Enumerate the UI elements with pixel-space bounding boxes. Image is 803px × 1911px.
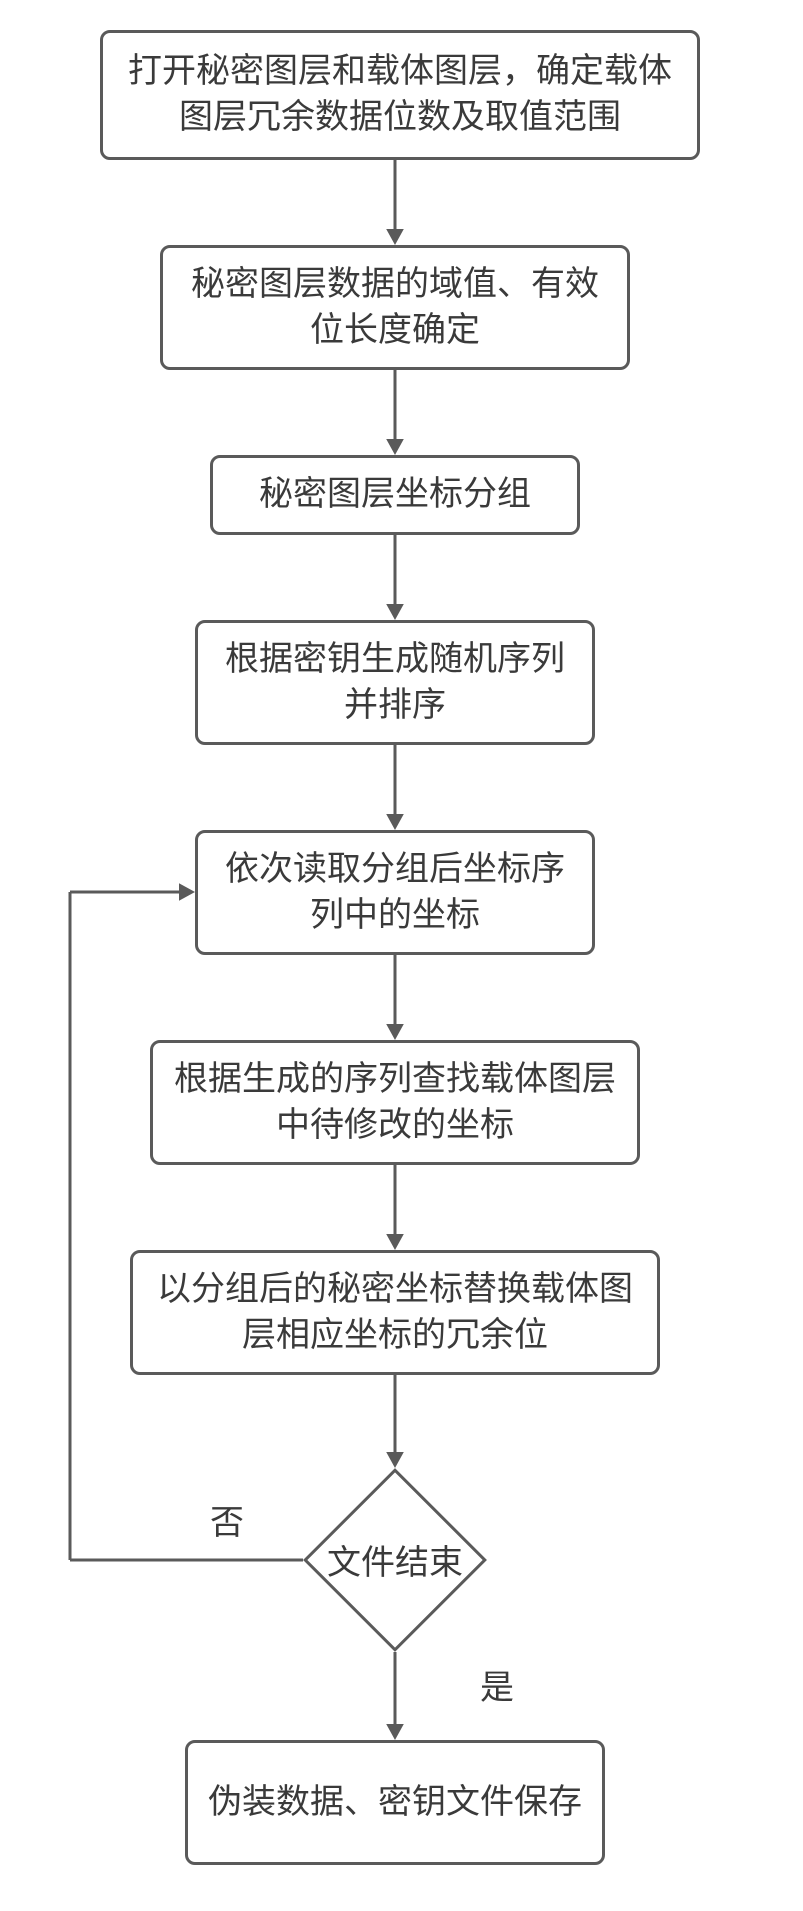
flow-node-n1: 打开秘密图层和载体图层，确定载体图层冗余数据位数及取值范围	[100, 30, 700, 160]
flow-node-n7: 以分组后的秘密坐标替换载体图层相应坐标的冗余位	[130, 1250, 660, 1375]
flow-node-n6: 根据生成的序列查找载体图层中待修改的坐标	[150, 1040, 640, 1165]
flow-node-n2: 秘密图层数据的域值、有效位长度确定	[160, 245, 630, 370]
flowchart-canvas: 打开秘密图层和载体图层，确定载体图层冗余数据位数及取值范围秘密图层数据的域值、有…	[0, 0, 803, 1911]
flow-node-n3: 秘密图层坐标分组	[210, 455, 580, 535]
flow-node-n8: 伪装数据、密钥文件保存	[185, 1740, 605, 1865]
flow-node-n5: 依次读取分组后坐标序列中的坐标	[195, 830, 595, 955]
flow-decision-label-d1: 文件结束	[303, 1468, 487, 1652]
flow-node-n4: 根据密钥生成随机序列并排序	[195, 620, 595, 745]
edge-label: 是	[480, 1660, 514, 1709]
edge-label: 否	[210, 1495, 244, 1544]
